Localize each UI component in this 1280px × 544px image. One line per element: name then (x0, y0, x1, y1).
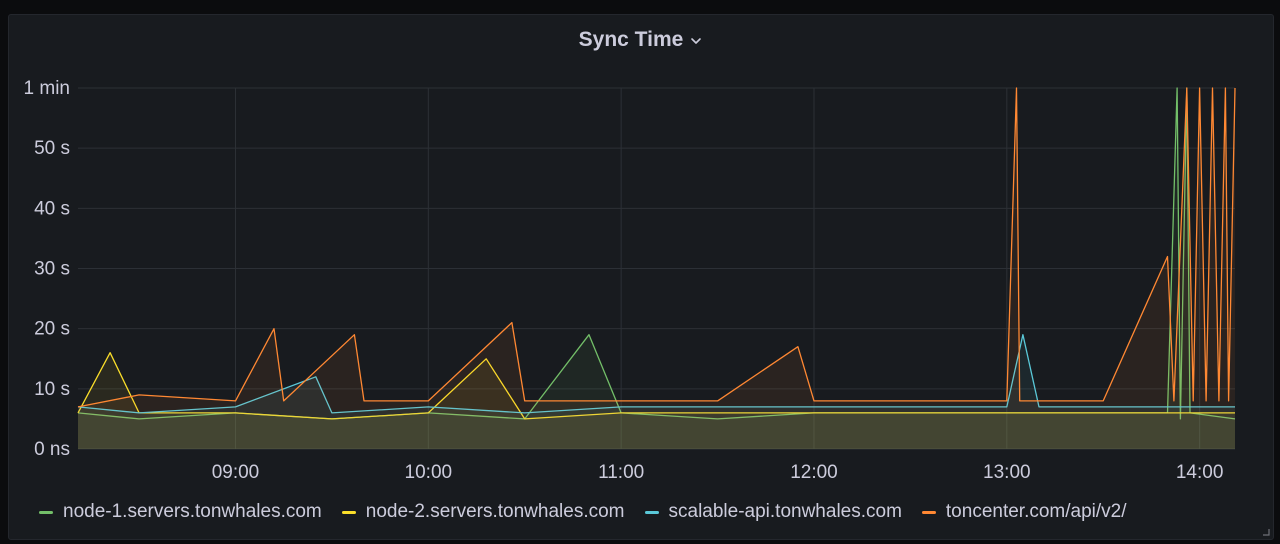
legend-item-toncenter[interactable]: toncenter.com/api/v2/ (921, 501, 1127, 523)
legend-swatch (39, 510, 53, 514)
series-line-3 (77, 87, 1236, 408)
y-tick-label: 1 min (24, 78, 70, 99)
chevron-down-icon (691, 38, 702, 44)
series-line-1 (77, 352, 1235, 420)
panel-title: Sync Time (578, 28, 684, 51)
legend-label: toncenter.com/api/v2/ (945, 501, 1127, 522)
chart-legend: node-1.servers.tonwhales.com node-2.serv… (39, 499, 1127, 525)
x-tick-label: 11:00 (598, 462, 644, 483)
x-tick-label: 13:00 (983, 462, 1031, 483)
y-tick-label: 30 s (34, 259, 70, 280)
y-tick-label: 0 ns (34, 439, 70, 460)
legend-item-node-1[interactable]: node-1.servers.tonwhales.com (39, 501, 322, 523)
legend-swatch (921, 510, 936, 514)
x-tick-label: 10:00 (405, 462, 453, 483)
x-tick-label: 12:00 (790, 462, 838, 483)
y-tick-label: 50 s (34, 138, 70, 159)
legend-swatch (644, 510, 659, 514)
series-line-2 (77, 334, 1235, 414)
y-tick-label: 10 s (34, 379, 70, 400)
legend-label: scalable-api.tonwhales.com (668, 501, 902, 522)
legend-swatch (341, 510, 356, 514)
resize-handle-icon[interactable] (1262, 528, 1270, 536)
y-tick-label: 20 s (34, 319, 70, 340)
panel-title-menu[interactable]: Sync Time (9, 25, 1273, 55)
legend-label: node-1.servers.tonwhales.com (63, 501, 322, 522)
legend-item-scalable-api[interactable]: scalable-api.tonwhales.com (644, 501, 902, 523)
series-line-0 (77, 87, 1236, 420)
series-area-3 (78, 88, 1235, 449)
sync-time-chart[interactable]: 0 ns 10 s 20 s 30 s 40 s 50 s 1 min 09:00 10:00 1… (9, 15, 1273, 493)
legend-label: node-2.servers.tonwhales.com (365, 501, 625, 522)
series-area-2 (78, 334, 1235, 449)
y-tick-label: 40 s (34, 198, 70, 219)
legend-item-node-2[interactable]: node-2.servers.tonwhales.com (341, 501, 625, 523)
series-area-1 (78, 352, 1235, 449)
x-tick-label: 09:00 (212, 462, 260, 483)
x-tick-label: 14:00 (1176, 462, 1224, 483)
